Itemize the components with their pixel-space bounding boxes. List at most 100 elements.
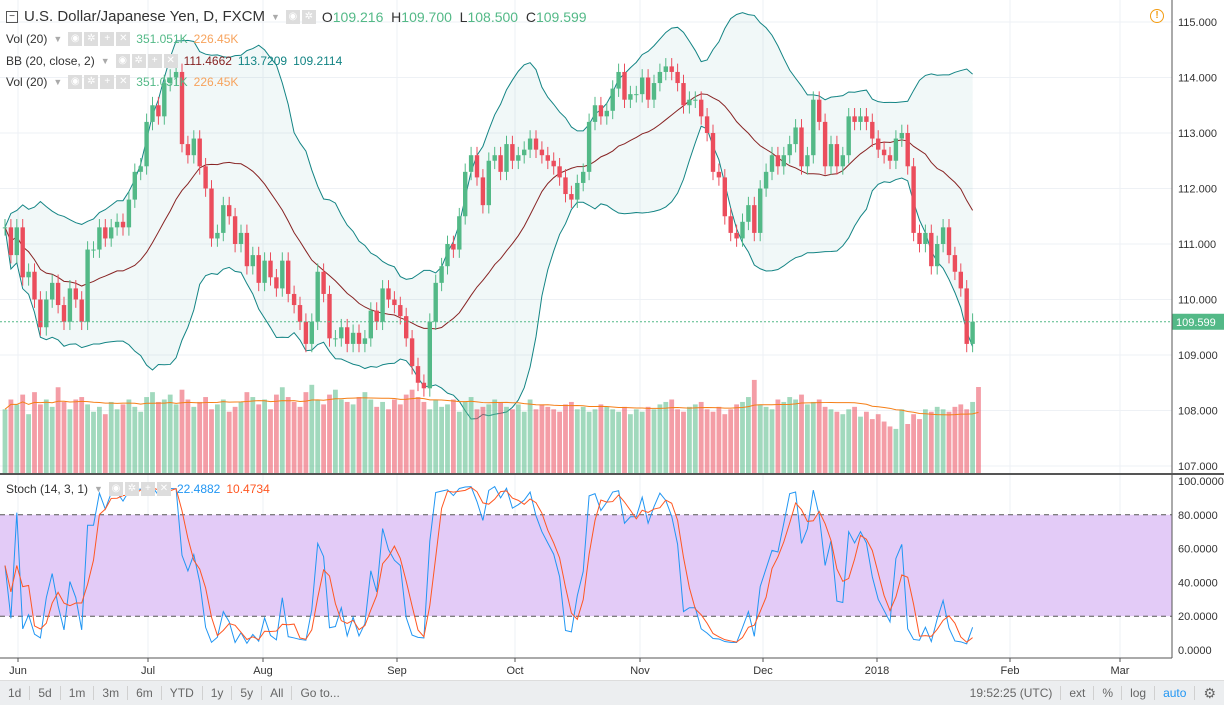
chevron-down-icon[interactable]: ▼ <box>100 56 110 66</box>
plus-icon[interactable]: + <box>100 32 115 46</box>
collapse-icon[interactable]: − <box>6 10 18 23</box>
bb-upper-line <box>4 12 973 280</box>
close-icon[interactable]: ✕ <box>163 54 178 68</box>
log-toggle[interactable]: log <box>1122 686 1156 700</box>
indicator-name[interactable]: Vol (20) <box>6 32 48 46</box>
range-1y[interactable]: 1y <box>203 686 233 700</box>
chevron-down-icon[interactable]: ▼ <box>94 484 103 494</box>
volume-bar <box>492 399 498 473</box>
candle-body <box>103 227 108 239</box>
volume-bar <box>338 399 344 473</box>
volume-bar <box>681 411 686 473</box>
range-ytd[interactable]: YTD <box>162 686 203 700</box>
candle-body <box>675 71 680 84</box>
indicator-name[interactable]: BB (20, close, 2) <box>6 54 95 68</box>
eye-icon[interactable]: ◉ <box>108 482 123 496</box>
gear-icon[interactable]: ✲ <box>84 32 99 46</box>
chart-canvas[interactable]: 115.000 114.000 113.000 112.000 111.000 110.0… <box>0 0 1224 680</box>
volume-bar <box>775 399 781 473</box>
close-icon[interactable]: ✕ <box>116 75 131 89</box>
candle-body <box>923 232 928 244</box>
volume-bar <box>167 394 173 473</box>
plus-icon[interactable]: + <box>147 54 162 68</box>
ext-toggle[interactable]: ext <box>1061 686 1095 700</box>
candle-body <box>20 227 25 278</box>
eye-icon[interactable]: ◉ <box>115 54 130 68</box>
volume-bar <box>687 406 692 473</box>
volume-bar <box>633 409 639 473</box>
close-icon[interactable]: ✕ <box>156 482 171 496</box>
volume-bar <box>220 399 226 473</box>
gear-icon[interactable]: ✲ <box>84 75 99 89</box>
volume-bar <box>150 392 155 473</box>
eye-icon[interactable]: ◉ <box>68 32 83 46</box>
candle-body <box>822 121 828 167</box>
auto-toggle[interactable]: auto <box>1155 686 1196 700</box>
chevron-down-icon[interactable]: ▼ <box>53 77 63 87</box>
indicator-name[interactable]: Stoch (14, 3, 1) <box>6 482 89 496</box>
eye-icon[interactable]: ◉ <box>68 75 83 89</box>
volume-bar <box>138 411 144 473</box>
plus-icon[interactable]: + <box>100 75 115 89</box>
symbol-title[interactable]: U.S. Dollar/Japanese Yen, D, FXCM <box>24 8 265 25</box>
volume-bar <box>321 404 326 473</box>
range-1d[interactable]: 1d <box>0 686 31 700</box>
volume-bar <box>433 399 439 473</box>
volume-bar <box>344 401 350 473</box>
gear-icon[interactable]: ✲ <box>131 54 146 68</box>
alert-icon[interactable]: ! <box>1150 9 1164 23</box>
candle-body <box>339 327 344 339</box>
stoch-tick-label: 100.0000 <box>1178 476 1224 488</box>
candle-body <box>840 155 845 167</box>
volume-bar <box>73 399 79 473</box>
candle-body <box>280 260 285 289</box>
percent-toggle[interactable]: % <box>1094 686 1123 700</box>
volume-bar <box>940 409 946 473</box>
time-tick-label: Dec <box>753 665 773 677</box>
chevron-down-icon[interactable]: ▼ <box>53 34 63 44</box>
stoch-tick-label: 40.0000 <box>1178 577 1218 589</box>
candle-body <box>109 227 114 239</box>
candle-body <box>55 282 61 306</box>
chevron-down-icon[interactable]: ▼ <box>270 11 280 22</box>
indicator-name[interactable]: Vol (20) <box>6 75 48 89</box>
candle-body <box>563 177 568 195</box>
range-5d[interactable]: 5d <box>30 686 61 700</box>
candle-body <box>404 316 409 339</box>
volume-bar <box>645 406 651 473</box>
candle-body <box>881 149 887 156</box>
volume-bar <box>55 387 61 473</box>
candle-body <box>232 216 238 244</box>
candle-body <box>510 144 515 161</box>
volume-bar <box>893 428 899 473</box>
volume-bar <box>746 397 751 473</box>
close-icon[interactable]: ✕ <box>116 32 131 46</box>
candle-body <box>581 171 586 183</box>
eye-icon[interactable]: ◉ <box>285 9 300 24</box>
bottom-toolbar: 1d 5d 1m 3m 6m YTD 1y 5y All Go to... 19… <box>0 680 1224 705</box>
plus-icon[interactable]: + <box>140 482 155 496</box>
time-tick-label: Oct <box>506 665 523 677</box>
price-tick-label: 113.000 <box>1178 128 1217 140</box>
gear-icon[interactable]: ✲ <box>301 9 316 24</box>
range-6m[interactable]: 6m <box>128 686 162 700</box>
bb-legend: BB (20, close, 2) ▼ ◉ ✲ + ✕ 111.4662 113.7209… <box>6 54 342 68</box>
candle-body <box>97 227 102 250</box>
gear-icon[interactable]: ⚙ <box>1203 685 1216 701</box>
volume-bar <box>43 399 49 473</box>
vol-legend: Vol (20) ▼ ◉ ✲ + ✕ 351.051K 226.45K <box>6 32 238 46</box>
range-5y[interactable]: 5y <box>232 686 263 700</box>
candle-body <box>291 293 297 306</box>
goto-button[interactable]: Go to... <box>300 686 340 700</box>
range-all[interactable]: All <box>262 686 293 700</box>
time-tick-label: Nov <box>630 665 650 677</box>
gear-icon[interactable]: ✲ <box>124 482 139 496</box>
volume-bar <box>120 404 126 473</box>
candle-body <box>970 321 975 344</box>
clock[interactable]: 19:52:25 (UTC) <box>962 686 1062 700</box>
volume-bar <box>108 401 114 473</box>
volume-bar <box>156 401 161 473</box>
volume-bar <box>628 414 633 473</box>
range-1m[interactable]: 1m <box>61 686 95 700</box>
range-3m[interactable]: 3m <box>94 686 129 700</box>
